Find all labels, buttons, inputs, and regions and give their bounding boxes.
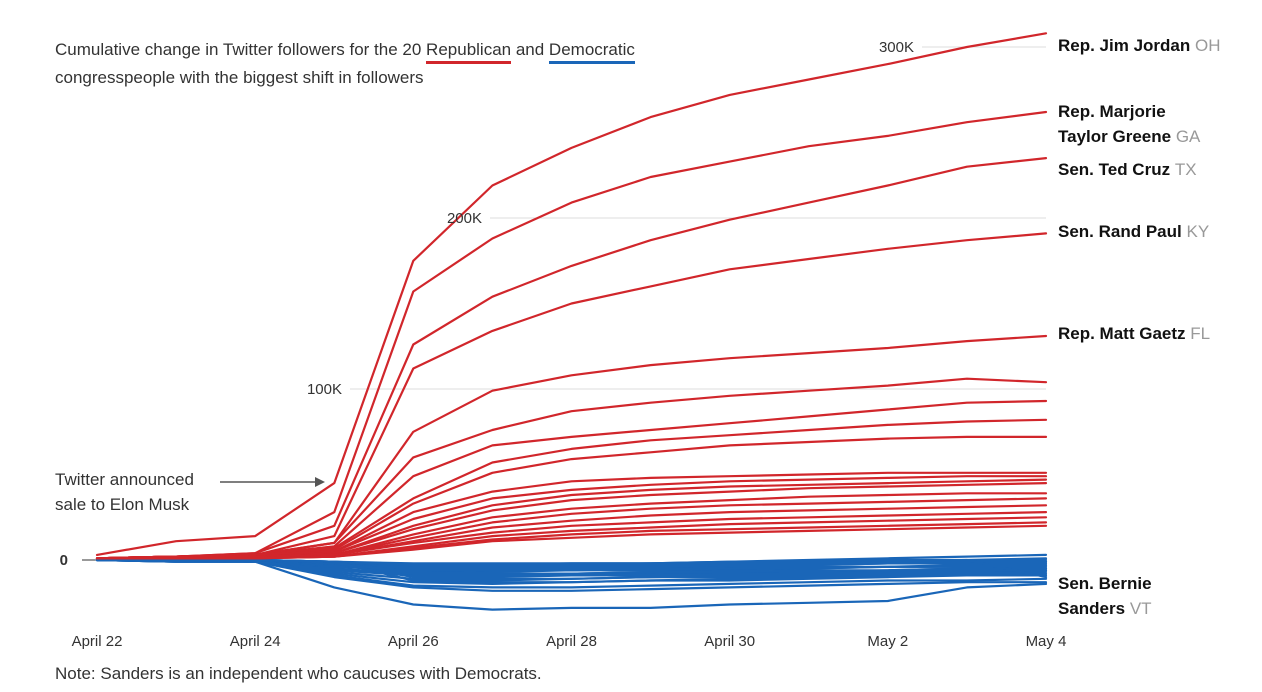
label-sanders-line-2: Sanders: [1058, 599, 1126, 618]
label-paul-state: KY: [1186, 222, 1210, 241]
republican-line-10: [95, 475, 1048, 560]
annotation-arrow-group: [220, 477, 325, 487]
label-greene-state: GA: [1175, 127, 1201, 146]
republican-lines: [95, 32, 1048, 560]
label-gaetz-state: FL: [1190, 324, 1211, 343]
y-tick-label-0: 0: [60, 552, 68, 569]
x-tick-label-6: May 4: [1026, 633, 1067, 650]
democratic-line-39: [95, 558, 1048, 579]
x-tick-label-0: April 22: [72, 633, 123, 650]
label-cruz-state: TX: [1174, 160, 1197, 179]
republican-line-2: [95, 157, 1048, 560]
republican-line-16: [95, 510, 1048, 560]
x-tick-label-4: April 30: [704, 633, 755, 650]
label-jordan-name: Rep. Jim Jordan: [1058, 36, 1191, 55]
y-tick-label-3: 300K: [879, 39, 914, 56]
label-paul-name: Sen. Rand Paul: [1058, 222, 1182, 241]
title-republican: Republican: [426, 39, 512, 64]
chart-note: Note: Sanders is an independent who cauc…: [55, 664, 542, 683]
republican-line-1: [95, 110, 1048, 560]
label-greene-line-1: Rep. Marjorie: [1058, 102, 1166, 121]
annotation-line-1: Twitter announced: [55, 470, 194, 489]
label-jordan-state: OH: [1195, 36, 1221, 55]
label-cruz: Sen. Ted Cruz TX: [1058, 157, 1197, 182]
label-cruz-name: Sen. Ted Cruz: [1058, 160, 1171, 179]
title-democratic: Democratic: [548, 39, 635, 64]
label-gaetz: Rep. Matt Gaetz FL: [1058, 321, 1210, 346]
axis-ticks: 0 100K 200K 300K April 22 April 24 April 26 Apr…: [60, 39, 1067, 650]
label-sanders-state: VT: [1129, 599, 1152, 618]
chart-title: Cumulative change in Twitter followers f…: [55, 36, 755, 92]
x-tick-label-2: April 26: [388, 633, 439, 650]
gridlines: [82, 46, 1046, 561]
label-sanders: Sen. Bernie Sanders VT: [1058, 571, 1152, 621]
republican-line-0: [95, 32, 1048, 557]
democratic-lines: [95, 553, 1048, 611]
label-gaetz-name: Rep. Matt Gaetz: [1058, 324, 1186, 343]
title-part-1: Cumulative change in Twitter followers f…: [55, 40, 427, 59]
annotation-arrow-head: [315, 477, 325, 487]
x-tick-label-3: April 28: [546, 633, 597, 650]
label-greene-line-2: Taylor Greene: [1058, 127, 1172, 146]
republican-line-11: [95, 478, 1048, 560]
label-greene: Rep. Marjorie Taylor Greene GA: [1058, 99, 1200, 149]
title-part-2: and: [511, 40, 549, 59]
label-paul: Sen. Rand Paul KY: [1058, 219, 1209, 244]
label-jordan: Rep. Jim Jordan OH: [1058, 33, 1221, 58]
republican-line-8: [95, 435, 1048, 560]
label-sanders-line-1: Sen. Bernie: [1058, 574, 1152, 593]
musk-annotation: Twitter announced sale to Elon Musk: [55, 467, 194, 517]
x-tick-label-1: April 24: [230, 633, 281, 650]
y-tick-label-2: 200K: [447, 210, 482, 227]
x-tick-label-5: May 2: [867, 633, 908, 650]
republican-line-19: [95, 524, 1048, 560]
title-part-3: congresspeople with the biggest shift in…: [55, 68, 424, 87]
annotation-line-2: sale to Elon Musk: [55, 495, 190, 514]
y-tick-label-1: 100K: [307, 381, 342, 398]
